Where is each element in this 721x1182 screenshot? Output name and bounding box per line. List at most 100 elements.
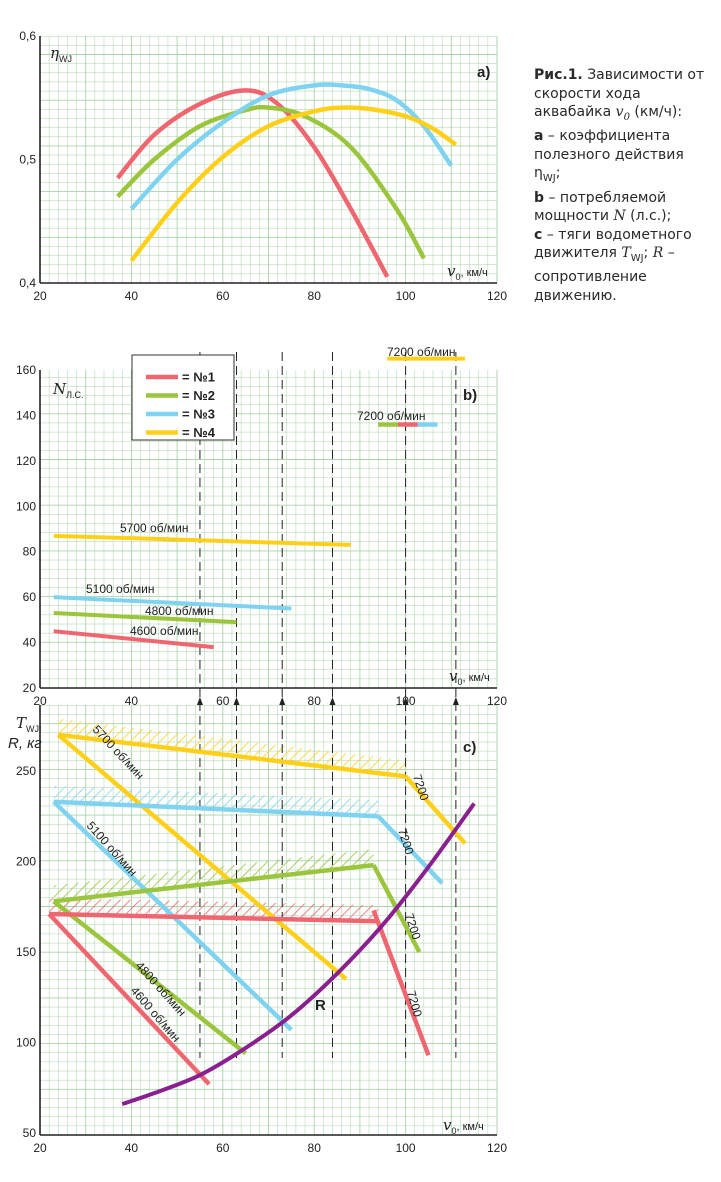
c-ytick-label: 250 <box>16 764 36 778</box>
legend-label: = №1 <box>182 370 215 385</box>
caption-b-letter: b <box>534 189 545 206</box>
c-x-axis-title: v0, км/ч <box>443 1116 484 1136</box>
b-ytick-label: 40 <box>23 636 37 650</box>
axes <box>39 36 497 1136</box>
c-ytick-label: 200 <box>16 855 36 869</box>
caption-v0-symbol: v <box>615 104 624 120</box>
caption-c-letter: c <box>534 226 543 243</box>
caption-r-sep: ; <box>643 245 649 262</box>
c-xtick-label: 80 <box>308 1141 322 1155</box>
transfer-arrowhead <box>452 697 459 705</box>
c-series-1-top-line <box>58 732 406 779</box>
caption-r-symbol: R <box>652 245 664 262</box>
c-ytick-label: 50 <box>23 1126 37 1140</box>
caption-r-text: – сопротивление движению. <box>534 245 675 304</box>
a-ytick-label: 0,6 <box>19 29 36 43</box>
b-ytick-label: 60 <box>23 590 37 604</box>
c-series-3-top-line <box>53 862 374 904</box>
c-hatch-band <box>53 849 374 902</box>
b-xtick-label: 80 <box>308 694 322 708</box>
c-xtick-label: 60 <box>216 1141 230 1155</box>
a-xtick-label: 20 <box>33 289 47 303</box>
c-series-2-top-line <box>53 799 379 819</box>
panel-c-series <box>47 732 476 1106</box>
panel-c-hatching <box>49 718 406 922</box>
transfer-arrowhead <box>233 697 240 705</box>
c-series-4-falloff-line <box>371 909 431 1056</box>
b-xtick-label: 20 <box>33 694 47 708</box>
a-xtick-label: 80 <box>308 289 322 303</box>
c-series-3-rpm-line <box>52 899 248 1056</box>
figure-caption: Рис.1. Зависимости от скорости хода аква… <box>534 66 714 305</box>
panel-c-label: c) <box>463 739 476 756</box>
panel-b-series <box>53 356 466 650</box>
caption-n-symbol: N <box>613 208 626 225</box>
b-y-axis-title: NЛ.С. <box>52 380 84 400</box>
transfer-arrowhead <box>279 697 286 705</box>
caption-a-text: – коэффициента полезного действия <box>534 128 684 163</box>
a-ytick-label: 0,4 <box>19 276 36 290</box>
c-ylabel-line2: R, кг <box>8 735 42 752</box>
caption-a-letter: a <box>534 128 544 145</box>
b-ytick-label: 140 <box>16 408 36 422</box>
caption-t-symbol: T <box>621 245 631 262</box>
b-x-axis-title: v0, км/ч <box>449 667 490 687</box>
b-series-2-line <box>53 611 237 625</box>
b-xtick-label: 100 <box>396 694 416 708</box>
a-ytick-label: 0,5 <box>19 153 36 167</box>
b-ytick-label: 100 <box>16 499 36 513</box>
transfer-arrowhead <box>196 697 203 705</box>
b-rpm-label: 4800 об/мин <box>145 604 214 618</box>
caption-b-unit: (л.с.); <box>630 208 672 225</box>
panel-b-grid <box>39 370 498 689</box>
b-ytick-label: 120 <box>16 454 36 468</box>
c-ytick-label: 100 <box>16 1036 36 1050</box>
caption-t-sub: WJ <box>630 252 644 264</box>
legend-label: = №2 <box>182 388 215 403</box>
panel-a-label: a) <box>477 64 490 81</box>
caption-line1: Зависимости от скорости хода аквабайка <box>534 67 705 120</box>
a-xtick-label: 40 <box>125 289 139 303</box>
transfer-arrowhead <box>402 697 409 705</box>
b-series-3-line <box>53 595 292 611</box>
legend-label: = №3 <box>182 407 215 422</box>
caption-c-text: – тяги водометного движителя <box>534 226 692 262</box>
caption-eta-symbol: η <box>534 165 543 182</box>
a-xtick-label: 100 <box>396 289 416 303</box>
b-series-4-line <box>53 533 351 547</box>
c-series-4-top-line <box>49 911 379 924</box>
c-xtick-label: 100 <box>396 1141 416 1155</box>
b-ytick-label: 160 <box>16 363 36 377</box>
caption-b-text: – потребляемой мощности <box>534 189 667 225</box>
caption-eta-sub: WJ <box>542 173 556 185</box>
b-rpm-label: 5700 об/мин <box>120 521 189 535</box>
b-rpm-label: 7200 об/мин <box>357 409 426 423</box>
panel-a-series <box>115 82 458 278</box>
caption-fig-label: Рис.1. <box>534 67 583 83</box>
a-xtick-label: 60 <box>216 289 230 303</box>
c-xtick-label: 120 <box>487 1141 507 1155</box>
legend-label: = №4 <box>182 425 216 440</box>
c-series-2-falloff-line <box>376 814 444 885</box>
c-resistance-curve <box>121 802 476 1106</box>
a-series-2-line <box>116 104 426 260</box>
a-xtick-label: 120 <box>487 289 507 303</box>
c-hatch-band <box>58 718 406 777</box>
b-rpm-label: 4600 об/мин <box>130 624 199 638</box>
c-xtick-label: 40 <box>125 1141 139 1155</box>
transfer-arrowhead <box>329 697 336 705</box>
b-xtick-label: 120 <box>487 694 507 708</box>
c-series-4-rpm-line <box>47 912 211 1086</box>
a-series-4-line <box>129 105 458 263</box>
panel-a-grid <box>39 35 498 284</box>
caption-a-end: ; <box>555 165 561 182</box>
a-x-axis-title: v0, км/ч <box>447 262 488 282</box>
chart-labels: 20 40 60 80 100 120 20 40 60 80 100 120 20 40 60 80 100 1… <box>8 29 507 1155</box>
b-series-1-line <box>53 629 214 650</box>
c-series-1-rpm-line <box>56 733 348 981</box>
caption-v0-sub: 0 <box>623 111 630 123</box>
c-resistance-label: R <box>315 997 326 1014</box>
c-7200-label: 7200 <box>395 827 417 857</box>
c-ytick-label: 150 <box>16 945 36 959</box>
